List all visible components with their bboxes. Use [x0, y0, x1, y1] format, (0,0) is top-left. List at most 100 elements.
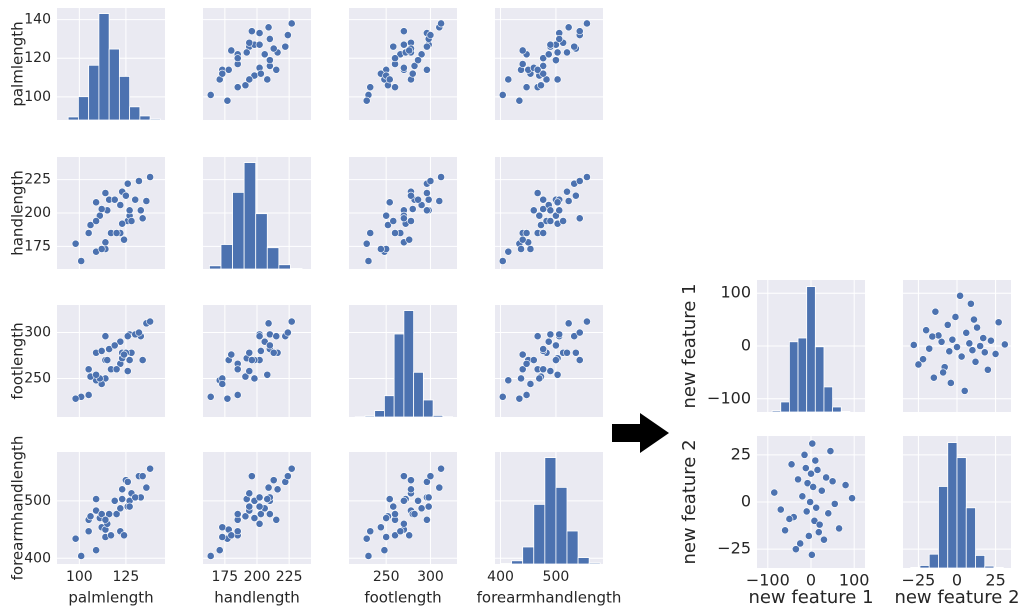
scatter-point	[364, 552, 373, 560]
scatter-point	[555, 34, 564, 43]
scatter-point	[987, 336, 995, 345]
scatter-point	[84, 391, 93, 399]
scatter-point	[376, 245, 385, 253]
scatter-point	[264, 23, 273, 32]
scatter-point	[86, 221, 95, 229]
scatter-point	[564, 23, 573, 32]
scatter-point	[945, 347, 954, 356]
scatter-point	[522, 229, 531, 237]
x-tick-label: −100	[746, 571, 790, 590]
scatter-point	[951, 313, 960, 321]
scatter-point	[925, 344, 934, 353]
scatter-point	[498, 90, 507, 99]
scatter-point	[92, 370, 101, 379]
scatter-point	[241, 512, 250, 521]
scatter-point	[131, 195, 140, 204]
scatter-point	[848, 494, 856, 503]
scatter-point	[233, 510, 242, 518]
scatter-point	[776, 505, 785, 514]
scatter-point	[92, 198, 101, 207]
scatter-point	[265, 56, 274, 65]
scatter-point	[97, 205, 106, 213]
scatter-point	[407, 217, 415, 225]
scatter-point	[120, 235, 128, 244]
scatter-point	[223, 394, 232, 403]
scatter-point	[408, 69, 417, 78]
scatter-point	[800, 450, 809, 459]
y-tick-label: 400	[24, 550, 51, 566]
scatter-point	[242, 48, 251, 57]
scatter-point	[498, 257, 507, 265]
scatter-point	[224, 65, 233, 74]
scatter-point	[980, 348, 989, 357]
histogram-bar	[533, 504, 546, 565]
scatter-point	[138, 214, 147, 223]
x-tick-label: 0	[952, 571, 962, 590]
scatter-point	[385, 198, 394, 207]
scatter-point	[937, 337, 946, 346]
scatter-point	[97, 245, 106, 253]
histogram-bar	[78, 96, 90, 121]
histogram-bar	[364, 415, 376, 418]
scatter-point	[803, 479, 812, 488]
scatter-point	[919, 355, 927, 364]
scatter-point	[245, 38, 254, 47]
scatter-point	[826, 447, 835, 455]
y-axis-label: forearmhandlength	[9, 436, 27, 581]
histogram-bar	[910, 566, 921, 569]
scatter-point	[405, 46, 414, 55]
scatter-point	[362, 96, 371, 105]
histogram-bar	[374, 410, 385, 418]
scatter-point	[812, 503, 821, 512]
histogram-bar	[511, 560, 524, 565]
y-tick-label: −25	[717, 539, 751, 558]
scatter-point	[107, 531, 115, 540]
histogram-bar	[500, 563, 513, 565]
scatter-point	[575, 27, 584, 36]
scatter-point	[564, 319, 573, 328]
scatter-point	[247, 356, 256, 364]
scatter-point	[118, 495, 127, 503]
scatter-point	[399, 63, 408, 72]
scatter-point	[553, 198, 562, 207]
scatter-point	[86, 512, 95, 521]
scatter-point	[956, 291, 964, 300]
histogram-bar	[771, 410, 782, 413]
histogram-bar	[577, 557, 590, 565]
scatter-point	[798, 492, 807, 501]
scatter-point	[264, 319, 273, 328]
scatter-point	[553, 75, 562, 84]
scatter-point	[142, 197, 151, 205]
scatter-point	[135, 177, 143, 185]
scatter-point	[255, 29, 264, 38]
histogram-bar	[947, 442, 958, 569]
scatter-point	[559, 217, 568, 225]
x-tick-label: 100	[66, 569, 93, 585]
scatter-point	[437, 173, 445, 181]
scatter-point	[138, 472, 147, 481]
scatter-point	[539, 365, 548, 374]
scatter-point	[983, 365, 992, 374]
scatter-point	[809, 483, 818, 491]
scatter-point	[255, 332, 264, 341]
scatter-point	[537, 221, 545, 229]
scatter-point	[909, 341, 918, 349]
scatter-point	[281, 42, 290, 51]
scatter-point	[120, 350, 128, 359]
scatter-point	[120, 531, 128, 540]
scatter-point	[526, 380, 535, 388]
scatter-point	[283, 31, 292, 39]
histogram-bar	[243, 162, 257, 270]
scatter-point	[423, 42, 431, 51]
histogram-bar	[67, 116, 79, 121]
scatter-point	[575, 177, 584, 185]
scatter-point	[962, 328, 971, 337]
scatter-point	[539, 345, 548, 353]
scatter-point	[382, 514, 391, 522]
y-tick-label: 140	[24, 12, 51, 28]
x-tick-label: 250	[373, 569, 400, 585]
scatter-point	[517, 245, 525, 253]
scatter-point	[366, 527, 375, 536]
scatter-point	[922, 326, 931, 335]
histogram-bar	[938, 486, 949, 569]
